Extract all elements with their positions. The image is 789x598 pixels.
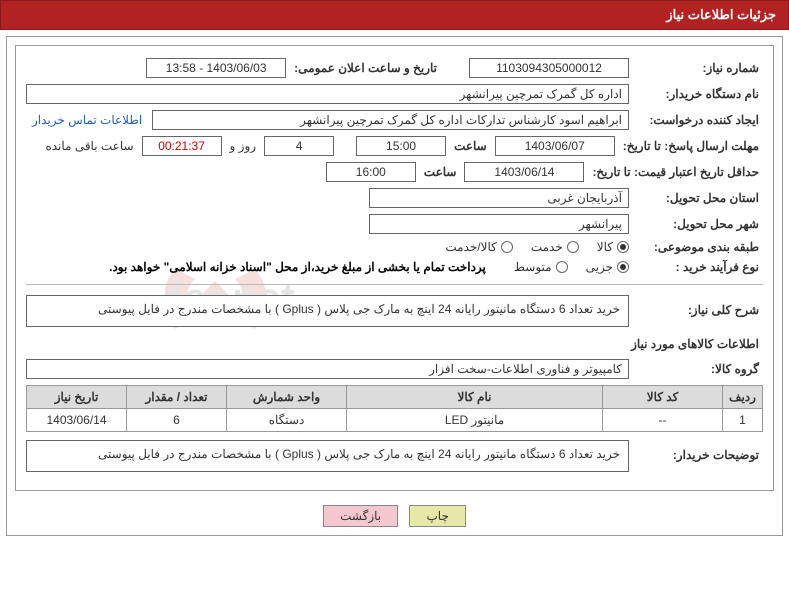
requester-label: ایجاد کننده درخواست: (633, 113, 763, 127)
radio-goods-service-input[interactable] (501, 241, 513, 253)
delivery-city-value: پیرانشهر (369, 214, 629, 234)
deadline-send-time: 15:00 (356, 136, 446, 156)
td-idx: 1 (723, 409, 763, 432)
subject-class-label: طبقه بندی موضوعی: (633, 240, 763, 254)
buyer-org-label: نام دستگاه خریدار: (633, 87, 763, 101)
general-desc-label: شرح کلی نیاز: (633, 295, 763, 317)
td-qty: 6 (127, 409, 227, 432)
need-number-value: 1103094305000012 (469, 58, 629, 78)
td-name: مانیتور LED (347, 409, 603, 432)
th-row: ردیف (723, 386, 763, 409)
min-validity-date: 1403/06/14 (464, 162, 584, 182)
remaining-label: ساعت باقی مانده (41, 139, 137, 153)
radio-goods[interactable]: کالا (597, 240, 629, 254)
goods-group-label: گروه کالا: (633, 362, 763, 376)
back-button[interactable]: بازگشت (323, 505, 398, 527)
td-unit: دستگاه (227, 409, 347, 432)
need-number-label: شماره نیاز: (633, 61, 763, 75)
countdown-value: 00:21:37 (142, 136, 222, 156)
table-row: 1 -- مانیتور LED دستگاه 6 1403/06/14 (27, 409, 763, 432)
th-date: تاریخ نیاز (27, 386, 127, 409)
radio-service-label: خدمت (531, 240, 563, 254)
time-label-2: ساعت (420, 165, 461, 179)
print-button[interactable]: چاپ (409, 505, 465, 527)
buyer-notes-value: خرید تعداد 6 دستگاه مانیتور رایانه 24 ای… (26, 440, 629, 472)
radio-medium-input[interactable] (556, 261, 568, 273)
deadline-send-label: مهلت ارسال پاسخ: تا تاریخ: (619, 139, 763, 153)
radio-medium-label: متوسط (514, 260, 552, 274)
days-and-label: روز و (226, 139, 261, 153)
th-code: کد کالا (603, 386, 723, 409)
min-validity-time: 16:00 (326, 162, 416, 182)
delivery-province-value: آذربایجان غربی (369, 188, 629, 208)
goods-group-value: کامپیوتر و فناوری اطلاعات-سخت افزار (26, 359, 629, 379)
radio-medium[interactable]: متوسط (514, 260, 568, 274)
radio-minor-input[interactable] (617, 261, 629, 273)
time-label-1: ساعت (450, 139, 491, 153)
radio-service-input[interactable] (567, 241, 579, 253)
buy-process-label: نوع فرآیند خرید : (633, 260, 763, 274)
radio-minor-label: جزیی (586, 260, 613, 274)
td-date: 1403/06/14 (27, 409, 127, 432)
td-code: -- (603, 409, 723, 432)
radio-service[interactable]: خدمت (531, 240, 579, 254)
buy-process-radios: جزیی متوسط (514, 260, 629, 274)
buyer-notes-label: توضیحات خریدار: (633, 440, 763, 462)
delivery-city-label: شهر محل تحویل: (633, 217, 763, 231)
button-row: چاپ بازگشت (15, 505, 774, 527)
page-header: جزئیات اطلاعات نیاز (0, 0, 789, 30)
goods-info-title: اطلاعات کالاهای مورد نیاز (30, 337, 759, 351)
radio-goods-input[interactable] (617, 241, 629, 253)
goods-table: ردیف کد کالا نام کالا واحد شمارش تعداد /… (26, 385, 763, 432)
delivery-province-label: استان محل تحویل: (633, 191, 763, 205)
radio-minor[interactable]: جزیی (586, 260, 629, 274)
general-desc-value: خرید تعداد 6 دستگاه مانیتور رایانه 24 ای… (26, 295, 629, 327)
th-unit: واحد شمارش (227, 386, 347, 409)
details-panel: شماره نیاز: 1103094305000012 تاریخ و ساع… (15, 45, 774, 491)
radio-goods-label: کالا (597, 240, 613, 254)
buyer-contact-link[interactable]: اطلاعات تماس خریدار (26, 113, 148, 127)
divider-1 (26, 284, 763, 285)
th-qty: تعداد / مقدار (127, 386, 227, 409)
announce-value: 1403/06/03 - 13:58 (146, 58, 286, 78)
radio-goods-service[interactable]: کالا/خدمت (445, 240, 512, 254)
th-name: نام کالا (347, 386, 603, 409)
buyer-org-value: اداره کل گمرک تمرچین پیرانشهر (26, 84, 629, 104)
announce-label: تاریخ و ساعت اعلان عمومی: (290, 61, 441, 75)
payment-note: پرداخت تمام یا بخشی از مبلغ خرید،از محل … (109, 260, 486, 274)
deadline-send-date: 1403/06/07 (495, 136, 615, 156)
radio-goods-service-label: کالا/خدمت (445, 240, 496, 254)
requester-value: ابراهیم اسود کارشناس تدارکات اداره کل گم… (152, 110, 629, 130)
days-value: 4 (264, 136, 334, 156)
min-validity-label: حداقل تاریخ اعتبار قیمت: تا تاریخ: (588, 165, 763, 179)
subject-class-radios: کالا خدمت کالا/خدمت (445, 240, 629, 254)
outer-frame: شماره نیاز: 1103094305000012 تاریخ و ساع… (6, 36, 783, 536)
page-title: جزئیات اطلاعات نیاز (666, 7, 776, 22)
